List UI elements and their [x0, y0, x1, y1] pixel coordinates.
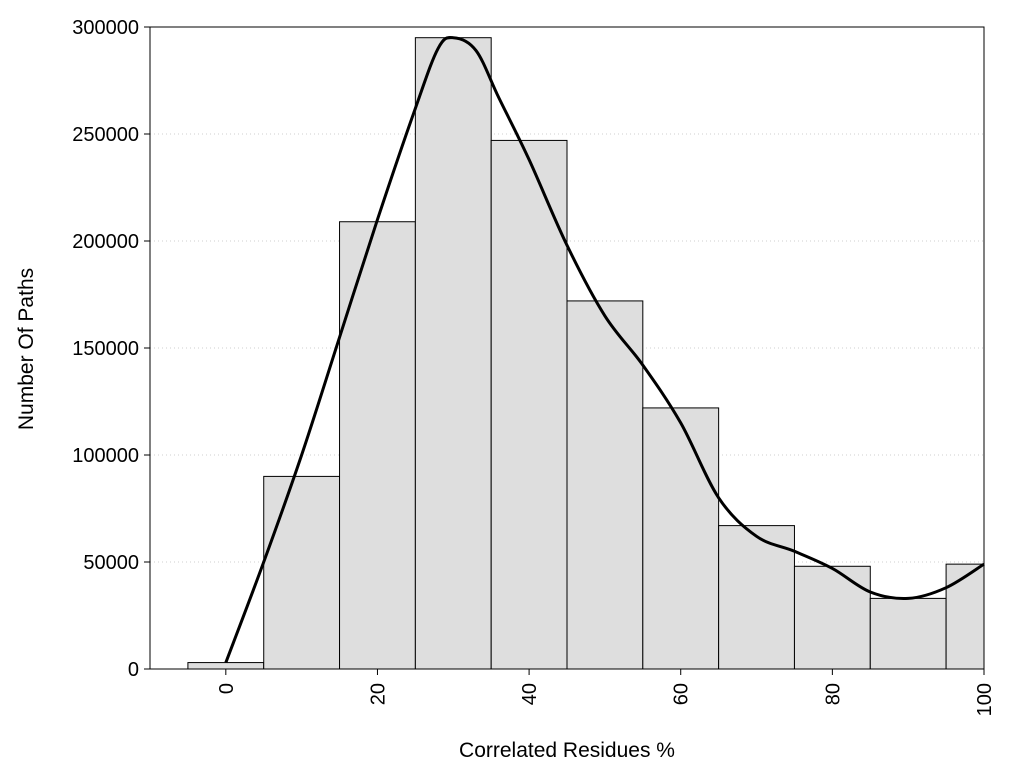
- y-axis-ticks: 0 50000 100000 150000 200000 250000 300000: [72, 17, 150, 681]
- y-tick-label: 100000: [72, 445, 139, 467]
- histogram-bar: [414, 37, 492, 670]
- density-curve: [224, 36, 985, 664]
- x-tick-label: 20: [367, 683, 389, 705]
- density-curve-line: [224, 36, 985, 664]
- histogram-bar: [642, 407, 720, 670]
- histogram-bar: [187, 662, 265, 670]
- y-tick-label: 300000: [72, 17, 139, 39]
- y-tick-label: 200000: [72, 231, 139, 253]
- histogram-bar: [793, 565, 871, 670]
- histogram-bar: [339, 221, 416, 670]
- bars: [187, 37, 985, 670]
- histogram-bar: [869, 597, 947, 670]
- x-tick-label: 80: [822, 683, 844, 705]
- x-tick-label: 100: [974, 683, 996, 716]
- x-axis-ticks: 0 20 40 60 80 100: [216, 669, 996, 716]
- y-tick-label: 0: [128, 659, 139, 681]
- y-axis-label: Number Of Paths: [15, 268, 38, 430]
- x-tick-label: 40: [519, 683, 541, 705]
- x-tick-label: 0: [216, 683, 238, 694]
- x-axis-label: Correlated Residues %: [459, 739, 675, 762]
- histogram-bar: [945, 563, 985, 670]
- y-tick-label: 50000: [83, 552, 139, 574]
- y-tick-label: 250000: [72, 124, 139, 146]
- histogram-bar: [263, 475, 341, 670]
- y-tick-label: 150000: [72, 338, 139, 360]
- histogram-bar: [566, 300, 644, 670]
- x-tick-label: 60: [671, 683, 693, 705]
